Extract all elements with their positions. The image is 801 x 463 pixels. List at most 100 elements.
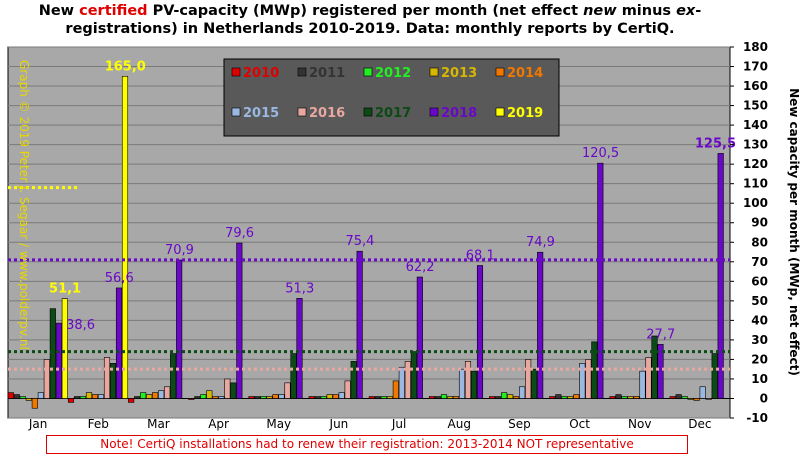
bar-2013-may (266, 396, 273, 399)
bar-2014-feb (91, 394, 99, 399)
bar-2010-apr (188, 398, 195, 400)
bar-marks (7, 75, 724, 409)
data-label-2018-apr: 79,6 (225, 226, 254, 241)
legend-label-2013: 2013 (441, 66, 477, 81)
bar-2013-sep (507, 394, 514, 399)
title-part-4: - (695, 3, 702, 19)
bar-2010-nov (609, 396, 616, 399)
bar-2014-apr (212, 396, 219, 399)
y-tick-label: 150 (743, 99, 768, 113)
bar-2018-apr (236, 242, 243, 399)
bar-2013-aug (446, 396, 454, 399)
bar-2014-dec (693, 398, 700, 401)
y-tick-label: 20 (751, 352, 768, 366)
x-tick-label-nov: Nov (628, 417, 651, 431)
bar-2012-apr (200, 394, 207, 399)
warning-note: Note! CertiQ installations had to renew … (46, 435, 688, 454)
chart-title: New certified PV-capacity (MWp) register… (0, 2, 740, 38)
bar-2011-jun (314, 396, 321, 399)
bar-2011-apr (194, 396, 201, 399)
title-part-2: PV-capacity (MWp) registered per month (… (147, 3, 584, 19)
bar-2019-jan (61, 298, 68, 399)
bar-2011-feb (73, 396, 81, 399)
x-tick-label-jun: Jun (329, 417, 349, 431)
bar-2014-jun (332, 394, 339, 399)
data-label-2019-jan: 51,1 (49, 282, 81, 297)
bar-2010-dec (669, 396, 676, 399)
bar-2018-aug (476, 265, 484, 399)
bar-2013-apr (206, 390, 213, 399)
x-tick-label-feb: Feb (88, 417, 109, 431)
title-ex-word: ex (676, 3, 696, 19)
x-tick-label-dec: Dec (688, 417, 711, 431)
bar-2011-dec (675, 394, 682, 399)
bar-2012-aug (440, 394, 448, 399)
bar-2015-apr (218, 396, 225, 399)
bar-2014-mar (152, 392, 159, 399)
x-tick-label-sep: Sep (508, 417, 531, 431)
bar-2011-aug (434, 396, 442, 399)
title-part-3: minus (616, 3, 677, 19)
bar-2012-jul (380, 396, 387, 399)
y-tick-label: 180 (743, 40, 768, 54)
bar-2017-sep (531, 368, 538, 399)
legend-swatch-2018 (429, 107, 439, 117)
bar-2010-jan (7, 392, 14, 399)
bar-2011-mar (134, 396, 141, 399)
x-tick-label-may: May (266, 417, 291, 431)
y-tick-label: 90 (751, 216, 768, 230)
bar-2016-jul (404, 361, 411, 399)
data-label-2018-feb: 56,6 (105, 271, 134, 286)
bar-2015-oct (579, 363, 586, 399)
y-tick-label: 120 (743, 157, 768, 171)
bar-2011-jul (374, 396, 381, 399)
data-label-2018-jul: 62,2 (406, 260, 435, 275)
legend-label-2017: 2017 (375, 106, 411, 121)
bar-2012-mar (140, 392, 147, 399)
x-tick-label-jan: Jan (28, 417, 48, 431)
bar-2014-aug (452, 396, 460, 399)
legend-label-2015: 2015 (243, 106, 279, 121)
bar-2012-jun (320, 396, 327, 399)
legend-label-2012: 2012 (375, 66, 411, 81)
legend-label-2010: 2010 (243, 66, 279, 81)
bar-2016-aug (464, 361, 472, 399)
bar-2017-nov (651, 335, 658, 399)
y-tick-label: 50 (751, 294, 768, 308)
legend-label-2011: 2011 (309, 66, 345, 81)
bar-2017-apr (230, 382, 237, 399)
bar-2010-sep (489, 396, 496, 399)
bar-2018-oct (597, 162, 604, 399)
bar-2016-may (284, 382, 291, 399)
data-label-2018-nov: 27,7 (646, 327, 675, 342)
y-tick-label: 110 (743, 177, 768, 191)
bar-2017-jun (350, 361, 357, 399)
y-tick-label: 100 (743, 196, 768, 210)
bar-2011-sep (495, 396, 502, 399)
bar-2016-mar (164, 386, 171, 399)
y-tick-label: 130 (743, 138, 768, 152)
title-part-1: New (38, 3, 80, 19)
reference-lines (8, 186, 730, 371)
y-tick-label: 140 (743, 118, 768, 132)
legend-swatch-2014 (495, 67, 505, 77)
bar-2017-aug (470, 370, 478, 399)
bar-2013-jun (326, 394, 333, 399)
title-new-word: new (583, 3, 617, 19)
bar-2017-jul (410, 351, 417, 399)
bar-2012-oct (561, 396, 568, 399)
bar-2011-jan (13, 394, 20, 399)
legend-swatch-2017 (363, 107, 373, 117)
data-label-2018-sep: 74,9 (526, 235, 555, 250)
y-tick-label: 70 (751, 255, 768, 269)
bar-2018-dec (717, 153, 724, 399)
bar-2015-nov (639, 370, 646, 399)
y-tick-label: 80 (751, 235, 768, 249)
bar-2015-jun (338, 392, 345, 399)
bar-2016-dec (705, 398, 712, 400)
data-label-2018-aug: 68,1 (466, 248, 495, 263)
bar-2016-oct (585, 359, 592, 399)
x-axis: Jan Feb Mar Apr May Jun Jul Aug Sep Oct Nov Dec (28, 417, 712, 431)
legend-label-2019: 2019 (507, 106, 543, 121)
